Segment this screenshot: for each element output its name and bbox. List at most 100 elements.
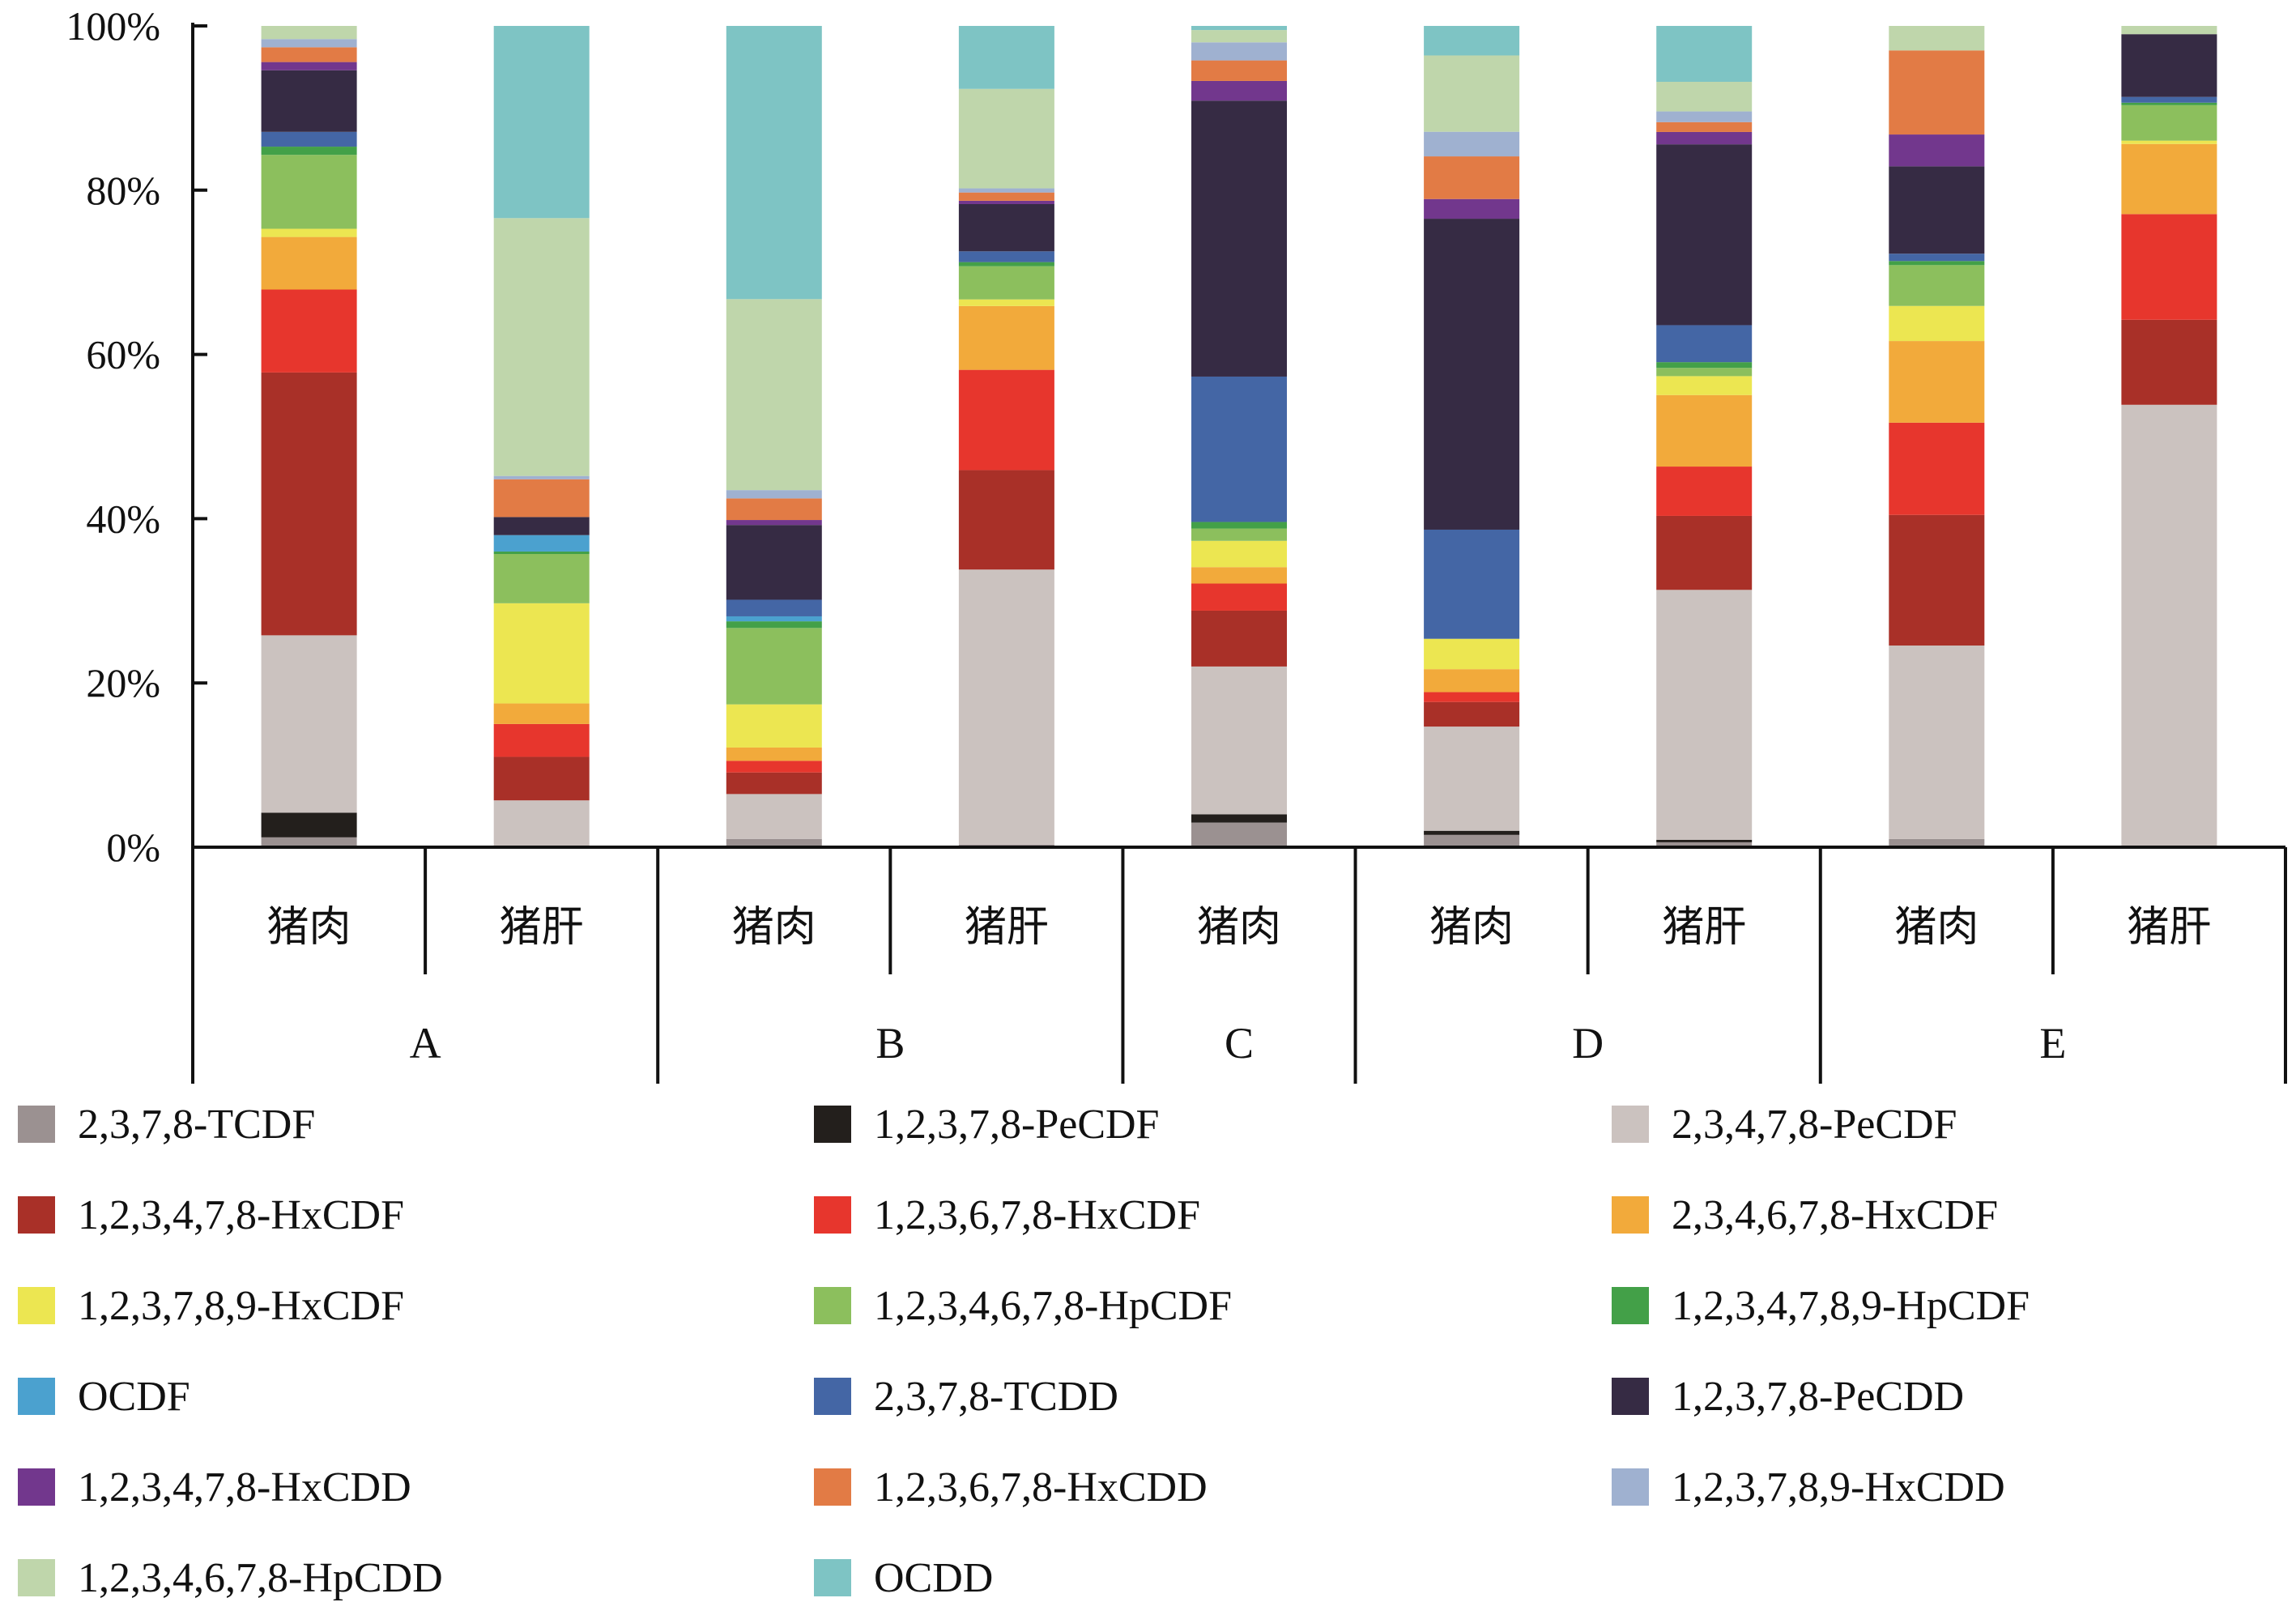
legend-label: 1,2,3,4,6,7,8-HpCDF (874, 1283, 1232, 1329)
category-label: 猪肉 (1429, 903, 1514, 952)
legend-swatch (18, 1378, 55, 1415)
bar-segment-2-13 (726, 498, 822, 521)
bar-segment-6-10 (1656, 325, 1753, 363)
bar-segment-4-13 (1191, 60, 1287, 81)
bar-segment-3-14 (958, 188, 1054, 193)
category-label: 猪肉 (1197, 903, 1281, 952)
bar-segment-0-7 (261, 155, 357, 229)
bar-segment-8-2 (2121, 404, 2217, 847)
group-label: B (875, 1019, 905, 1067)
bar-segment-5-12 (1424, 198, 1520, 219)
bar-segment-5-5 (1424, 669, 1520, 692)
bar-segment-7-12 (1889, 134, 1985, 167)
group-label: A (410, 1019, 441, 1067)
bar-segment-7-15 (1889, 26, 1985, 51)
bar-segment-3-3 (958, 470, 1054, 570)
bar-segment-4-6 (1191, 540, 1287, 568)
bar-segment-1-13 (493, 479, 590, 518)
bar-segment-3-6 (958, 299, 1054, 306)
bar-segment-1-6 (493, 603, 590, 704)
bar-segment-7-11 (1889, 166, 1985, 254)
bar-segment-2-12 (726, 520, 822, 526)
y-tick-label: 0% (106, 825, 160, 870)
legend-swatch (814, 1378, 851, 1415)
legend-swatch (18, 1196, 55, 1234)
bar-segment-5-10 (1424, 529, 1520, 639)
bar-segment-2-9 (726, 616, 822, 622)
bar-segment-1-5 (493, 703, 590, 724)
bar-segment-0-4 (261, 289, 357, 373)
bar-segment-8-3 (2121, 319, 2217, 405)
bar-segment-2-10 (726, 599, 822, 616)
legend-swatch (18, 1287, 55, 1324)
bar-segment-1-16 (493, 26, 590, 219)
bar-segment-1-7 (493, 554, 590, 603)
y-tick-label: 80% (86, 168, 160, 213)
bar-segment-7-5 (1889, 341, 1985, 423)
group-label: E (2039, 1019, 2066, 1067)
category-label: 猪肝 (500, 903, 584, 952)
bar-segment-2-3 (726, 772, 822, 795)
bar-segment-3-8 (958, 262, 1054, 266)
bar-segment-6-15 (1656, 82, 1753, 112)
bar-segment-2-14 (726, 490, 822, 499)
bar-segment-2-2 (726, 794, 822, 839)
bar-segment-5-11 (1424, 219, 1520, 530)
bar-segment-4-15 (1191, 30, 1287, 43)
bar-segment-1-8 (493, 551, 590, 554)
bar-segment-4-12 (1191, 80, 1287, 101)
bar-segment-5-1 (1424, 830, 1520, 835)
legend-label: OCDD (874, 1555, 993, 1601)
bar-segment-0-13 (261, 47, 357, 62)
bar-segment-5-0 (1424, 834, 1520, 847)
legend-swatch (1612, 1378, 1649, 1415)
bar-segment-5-3 (1424, 701, 1520, 727)
legend-label: 1,2,3,4,7,8-HxCDD (78, 1464, 411, 1511)
legend-label: 1,2,3,6,7,8-HxCDF (874, 1192, 1200, 1238)
bar-segment-7-2 (1889, 646, 1985, 839)
bar-segment-0-15 (261, 26, 357, 40)
bar-segment-0-0 (261, 837, 357, 847)
bar-segment-4-3 (1191, 610, 1287, 667)
bar-segment-3-13 (958, 192, 1054, 201)
legend-label: 1,2,3,7,8-PeCDD (1672, 1374, 1964, 1420)
bar-segment-6-6 (1656, 376, 1753, 395)
bar-segment-3-7 (958, 266, 1054, 300)
legend-label: 1,2,3,4,7,8,9-HpCDF (1672, 1283, 2030, 1329)
bar-segment-0-2 (261, 635, 357, 813)
bar-segment-7-4 (1889, 422, 1985, 515)
category-label: 猪肝 (965, 903, 1049, 952)
bar-segment-6-11 (1656, 144, 1753, 326)
bar-segment-5-16 (1424, 26, 1520, 56)
bar-segment-5-4 (1424, 692, 1520, 702)
bar-segment-7-6 (1889, 305, 1985, 342)
bar-segment-1-14 (493, 475, 590, 479)
legend-swatch (814, 1468, 851, 1506)
legend-label: OCDF (78, 1374, 190, 1420)
bar-segment-4-16 (1191, 26, 1287, 31)
bar-segment-4-8 (1191, 522, 1287, 529)
bar-segment-8-8 (2121, 102, 2217, 105)
legend-swatch (18, 1559, 55, 1596)
category-label: 猪肉 (267, 903, 351, 952)
bar-segment-0-12 (261, 62, 357, 70)
bar-segment-3-2 (958, 569, 1054, 845)
bar-segment-8-6 (2121, 140, 2217, 144)
legend-label: 1,2,3,4,6,7,8-HpCDD (78, 1555, 443, 1601)
bar-segment-8-11 (2121, 34, 2217, 97)
legend-label: 1,2,3,7,8,9-HxCDF (78, 1283, 404, 1329)
bar-segment-6-4 (1656, 467, 1753, 516)
legend-label: 1,2,3,6,7,8-HxCDD (874, 1464, 1208, 1511)
bar-segment-3-10 (958, 251, 1054, 262)
category-label: 猪肉 (1894, 903, 1979, 952)
bar-segment-4-4 (1191, 583, 1287, 611)
bar-segment-0-5 (261, 236, 357, 290)
bar-segment-6-12 (1656, 131, 1753, 145)
bar-segment-0-1 (261, 812, 357, 837)
bar-segment-3-4 (958, 369, 1054, 471)
bar-segment-5-13 (1424, 156, 1520, 199)
bar-segment-2-8 (726, 621, 822, 629)
y-tick-label: 40% (86, 496, 160, 541)
bar-segment-4-14 (1191, 42, 1287, 61)
